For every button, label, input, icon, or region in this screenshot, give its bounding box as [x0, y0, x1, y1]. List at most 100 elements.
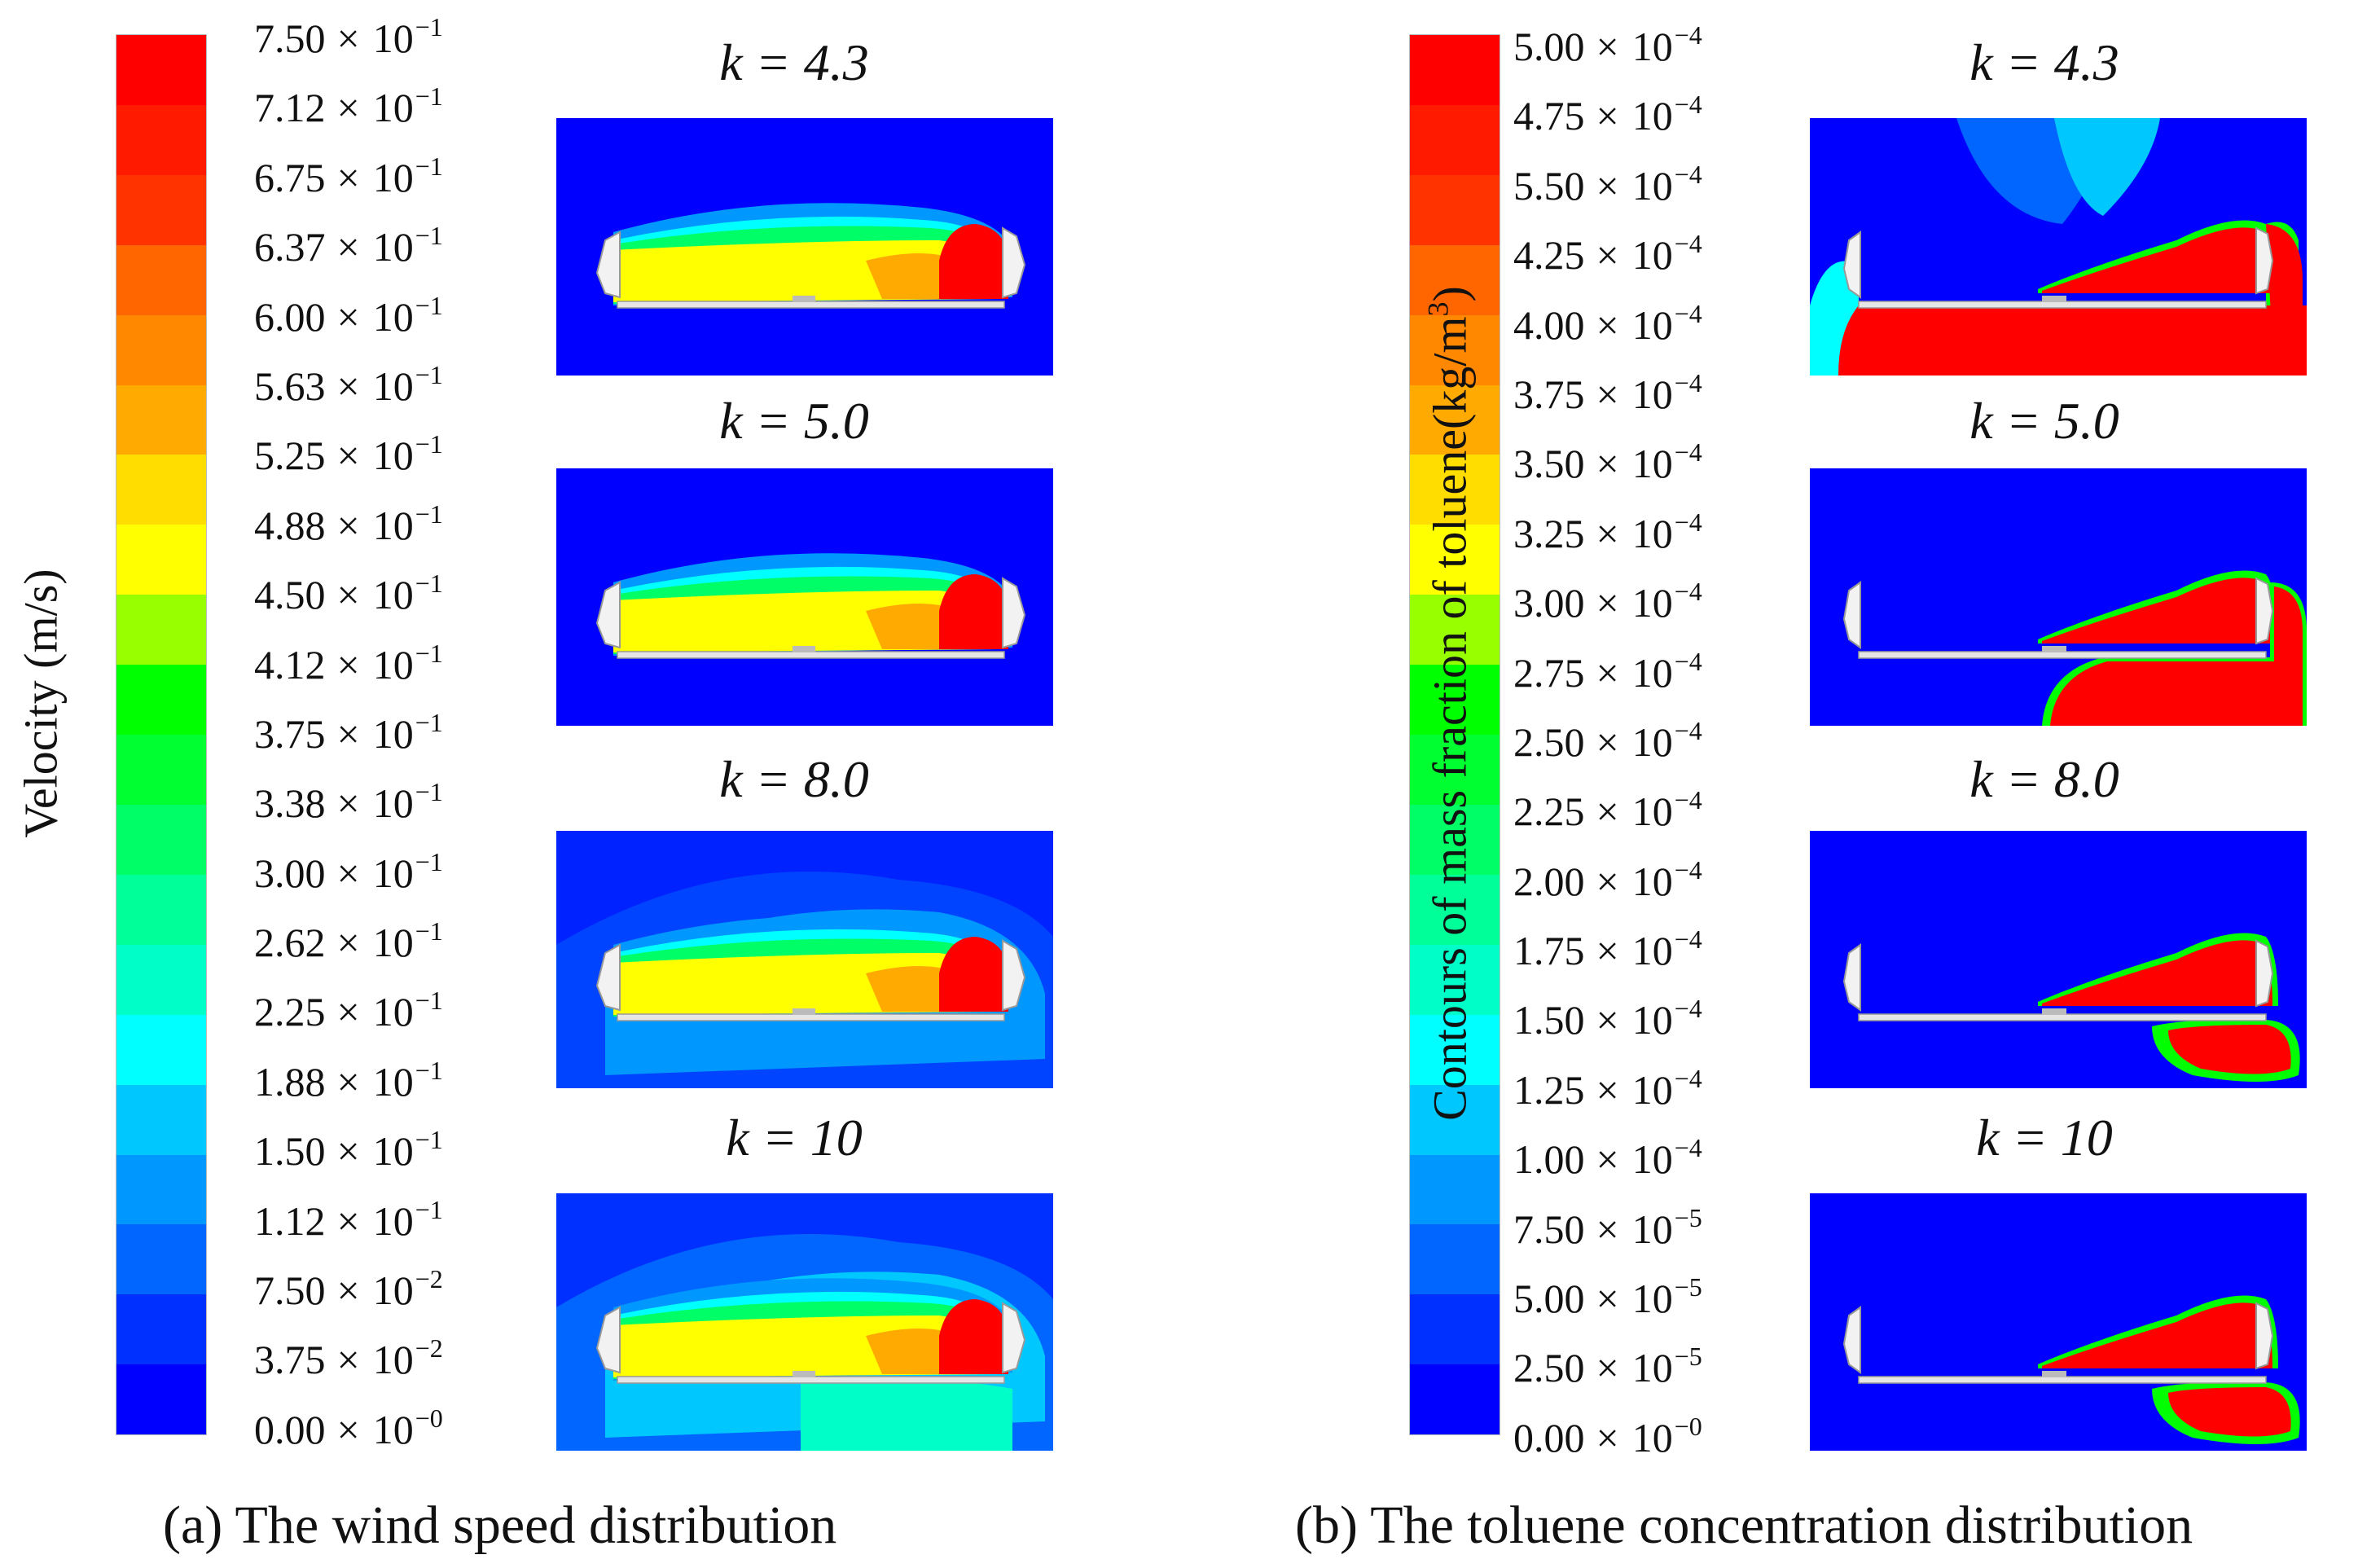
colorbar-tick-label: 4.25 × 10 −4: [1513, 231, 1702, 279]
colorbar-segment: [1410, 1294, 1500, 1365]
colorbar-tick-label: 7.50 × 10 −5: [1513, 1205, 1702, 1253]
tick-exponent: −1: [415, 221, 443, 251]
tick-mantissa: 5.00: [1513, 1276, 1585, 1322]
colorbar-segment: [116, 384, 206, 455]
tick-base: 10: [372, 502, 414, 548]
colorbar-segment: [1410, 174, 1500, 245]
outlet-fixture: [1002, 1302, 1026, 1374]
tick-exponent: −4: [1674, 1133, 1702, 1163]
tick-times: ×: [336, 572, 360, 618]
lower-plume-red: [2168, 1025, 2291, 1074]
colorbar-tick-label: 2.25 × 10 −4: [1513, 787, 1702, 835]
tick-mantissa: 3.38: [254, 780, 326, 827]
colorbar-segment: [1410, 1224, 1500, 1295]
tick-base: 10: [372, 1128, 414, 1175]
tick-mantissa: 2.50: [1513, 1345, 1585, 1391]
tick-times: ×: [1596, 1345, 1619, 1391]
tick-exponent: −4: [1674, 159, 1702, 189]
tick-base: 10: [372, 362, 414, 409]
tick-times: ×: [1596, 580, 1619, 626]
upper-plume-red: [2042, 1302, 2272, 1368]
toluene-source: [793, 296, 815, 302]
tick-times: ×: [336, 850, 360, 896]
velocity-jet-red: [939, 1299, 1008, 1374]
outlet-fixture: [2255, 939, 2274, 1008]
inlet-fixture: [1842, 943, 1861, 1012]
tick-exponent: −1: [415, 290, 443, 320]
colorbar-tick-label: 1.50 × 10 −4: [1513, 995, 1702, 1043]
colorbar-segment: [1410, 804, 1500, 875]
coefficient-label: k = 10: [1976, 1109, 2113, 1166]
tick-exponent: −4: [1674, 90, 1702, 120]
colorbar-tick-label: 6.37 × 10 −1: [254, 221, 443, 270]
colorbar-segment: [1410, 944, 1500, 1015]
colorbar-segment: [116, 35, 206, 105]
work-table: [1858, 651, 2267, 659]
tick-times: ×: [1596, 1414, 1619, 1460]
outlet-fixture: [2255, 226, 2274, 295]
tick-base: 10: [1631, 1136, 1673, 1183]
colorbar-segment: [116, 244, 206, 315]
colorbar-segment: [1410, 455, 1500, 525]
tick-mantissa: 1.75: [1513, 928, 1585, 974]
tick-base: 10: [1631, 1276, 1673, 1322]
tick-times: ×: [1596, 718, 1619, 765]
colorbar-tick-label: 1.12 × 10 −1: [254, 1197, 443, 1245]
tick-times: ×: [1596, 441, 1619, 487]
work-table: [617, 651, 1005, 659]
tick-base: 10: [1631, 928, 1673, 974]
tick-times: ×: [1596, 1136, 1619, 1183]
colorbar-segment: [116, 104, 206, 175]
colorbar-tick-label: 3.50 × 10 −4: [1513, 437, 1702, 487]
tick-exponent: −4: [1674, 925, 1702, 955]
tick-times: ×: [1596, 1066, 1619, 1113]
tick-base: 10: [372, 154, 414, 200]
colorbar-segment: [116, 455, 206, 525]
colorbar-tick-label: 5.63 × 10 −1: [254, 362, 443, 410]
tick-exponent: −1: [415, 916, 443, 947]
colorbar-segment: [116, 804, 206, 875]
tick-mantissa: 6.37: [254, 224, 326, 270]
colorbar-segment: [116, 595, 206, 665]
tick-exponent: −4: [1674, 437, 1702, 468]
tick-times: ×: [1596, 788, 1619, 835]
colorbar-tick-label: 0.00 × 10 −0: [1513, 1413, 1702, 1461]
right-plume-red: [2266, 224, 2303, 376]
colorbar-segment: [1410, 244, 1500, 315]
tick-base: 10: [372, 1197, 414, 1244]
colorbar-segment: [1410, 595, 1500, 665]
colorbar-segment: [116, 174, 206, 245]
tick-base: 10: [1631, 718, 1673, 765]
tick-times: ×: [336, 293, 360, 340]
tick-exponent: −4: [1674, 367, 1702, 397]
tick-times: ×: [1596, 1206, 1619, 1252]
tick-mantissa: 7.12: [254, 85, 326, 131]
tick-mantissa: 7.50: [254, 15, 326, 61]
colorbar-tick-label: 2.00 × 10 −4: [1513, 857, 1702, 905]
tick-exponent: −4: [1674, 507, 1702, 537]
tick-times: ×: [336, 433, 360, 479]
tick-times: ×: [336, 1406, 360, 1452]
tick-base: 10: [372, 224, 414, 270]
colorbar-segment: [116, 314, 206, 385]
coefficient-label: k = 10: [726, 1109, 863, 1166]
colorbar-tick-label: 2.50 × 10 −5: [1513, 1343, 1702, 1391]
colorbar-tick-label: 3.75 × 10 −2: [254, 1335, 443, 1383]
colorbar-segment: [116, 1294, 206, 1365]
tick-base: 10: [1631, 1066, 1673, 1113]
tick-times: ×: [336, 641, 360, 687]
tick-base: 10: [1631, 93, 1673, 139]
tick-base: 10: [1631, 232, 1673, 279]
colorbar-tick-label: 1.75 × 10 −4: [1513, 925, 1702, 974]
colorbar-tick-label: 4.12 × 10 −1: [254, 640, 443, 688]
inlet-fixture: [595, 943, 621, 1012]
colorbar-segment: [1410, 874, 1500, 945]
tick-exponent: −4: [1674, 1063, 1702, 1093]
tick-base: 10: [372, 850, 414, 896]
work-table: [1858, 1376, 2267, 1384]
inlet-fixture: [1842, 231, 1861, 299]
colorbar-segment: [116, 944, 206, 1015]
tick-exponent: −1: [415, 499, 443, 529]
tick-base: 10: [1631, 858, 1673, 904]
tick-base: 10: [372, 710, 414, 757]
